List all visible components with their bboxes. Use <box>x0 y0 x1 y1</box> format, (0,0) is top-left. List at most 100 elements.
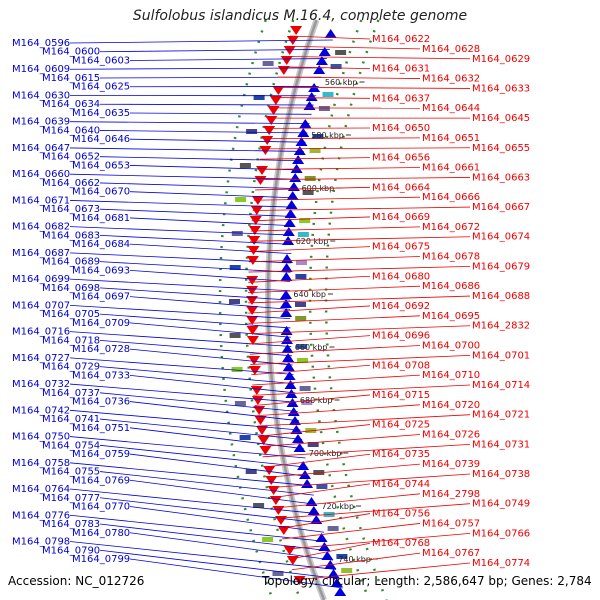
left-gene-label: M164_0754 <box>42 440 100 451</box>
left-gene-label: M164_0635 <box>72 108 130 119</box>
left-gene-label: M164_0750 <box>12 432 70 443</box>
left-gene-label: M164_0681 <box>72 213 130 224</box>
forward-gene-arrow <box>318 47 331 56</box>
left-gene-label: M164_0780 <box>72 528 130 539</box>
left-gene-label: M164_0737 <box>42 388 100 399</box>
kbp-tick-label: 660 kbp <box>295 343 328 352</box>
left-gene-label: M164_0673 <box>42 204 100 215</box>
right-gene-label: M164_0669 <box>372 212 430 223</box>
right-leader-line <box>248 285 421 294</box>
forward-gene-arrow <box>305 92 318 101</box>
left-gene-label: M164_0634 <box>42 99 100 110</box>
right-leader-line <box>274 86 471 89</box>
reverse-gene-arrow <box>254 176 267 185</box>
left-gene-label: M164_0699 <box>12 274 70 285</box>
left-gene-label: M164_0639 <box>12 117 70 128</box>
left-leader-line <box>69 147 304 152</box>
right-gene-label: M164_0629 <box>472 54 530 65</box>
right-gene-label: M164_0631 <box>372 64 430 75</box>
inner-feature-block <box>336 554 348 559</box>
left-leader-line <box>99 103 314 106</box>
right-gene-label: M164_0738 <box>472 469 530 480</box>
reverse-gene-arrow <box>246 326 259 335</box>
reverse-gene-arrow <box>246 306 259 315</box>
genome-backbone <box>266 19 326 600</box>
left-gene-label: M164_0705 <box>42 309 100 320</box>
right-gene-label: M164_0700 <box>422 340 480 351</box>
reverse-gene-arrow <box>256 166 268 175</box>
left-leader-line <box>129 401 300 422</box>
right-leader-line <box>247 295 471 304</box>
right-gene-label: M164_0749 <box>472 499 530 510</box>
right-leader-line <box>248 265 471 273</box>
left-leader-line <box>69 488 319 515</box>
right-gene-label: M164_0766 <box>472 528 530 539</box>
left-gene-label: M164_0653 <box>72 160 130 171</box>
right-leader-line <box>253 384 471 396</box>
right-leader-line <box>261 147 471 150</box>
right-leader-line <box>251 216 371 222</box>
reverse-gene-arrow <box>265 476 278 485</box>
left-gene-label: M164_0670 <box>72 187 130 198</box>
left-leader-line <box>99 313 291 329</box>
kbp-tick-label: 580 kbp <box>311 131 344 140</box>
outer-feature-block <box>231 367 243 372</box>
left-leader-line <box>129 322 291 338</box>
inner-feature-block <box>309 148 321 153</box>
left-gene-label: M164_0769 <box>72 475 130 486</box>
left-leader-line <box>69 278 291 292</box>
forward-gene-arrow <box>280 272 293 281</box>
kbp-tick-label: 640 kbp <box>293 290 326 299</box>
left-leader-line <box>129 269 291 282</box>
left-gene-label: M164_0732 <box>12 379 70 390</box>
forward-gene-arrow <box>281 254 293 263</box>
right-leader-line <box>253 196 421 201</box>
left-leader-line <box>99 366 295 385</box>
left-gene-label: M164_0759 <box>72 449 130 460</box>
left-leader-line <box>99 48 330 53</box>
kbp-tick-label: 560 kbp <box>325 78 358 87</box>
right-gene-label: M164_0637 <box>372 93 430 104</box>
left-gene-label: M164_0609 <box>12 64 70 75</box>
left-gene-label: M164_0684 <box>72 239 130 250</box>
left-gene-label: M164_0758 <box>12 458 70 469</box>
accession-text: Accession: NC_012726 <box>8 574 145 588</box>
forward-gene-arrow <box>280 263 293 272</box>
right-leader-line <box>258 424 371 437</box>
left-leader-line <box>99 130 308 134</box>
left-leader-line <box>69 462 312 487</box>
left-leader-line <box>69 514 327 542</box>
right-leader-line <box>251 364 371 376</box>
right-leader-line <box>254 394 371 406</box>
reverse-gene-arrow <box>263 126 276 135</box>
forward-gene-arrow <box>334 587 347 596</box>
left-gene-label: M164_0600 <box>42 47 100 58</box>
inner-feature-block <box>318 106 330 111</box>
left-gene-label: M164_0660 <box>12 169 70 180</box>
left-gene-label: M164_0709 <box>72 318 130 329</box>
left-gene-label: M164_0716 <box>12 327 70 338</box>
right-gene-label: M164_0708 <box>372 360 430 371</box>
reverse-gene-arrow <box>272 86 285 95</box>
right-gene-label: M164_0633 <box>472 83 530 94</box>
right-gene-label: M164_0667 <box>472 202 530 213</box>
right-leader-line <box>282 523 421 540</box>
left-leader-line <box>69 67 324 70</box>
forward-gene-arrow <box>292 434 304 443</box>
forward-gene-arrow <box>290 164 303 173</box>
reverse-gene-arrow <box>277 66 290 75</box>
left-leader-line <box>99 208 295 217</box>
left-leader-line <box>69 331 292 347</box>
right-gene-label: M164_0656 <box>372 153 430 164</box>
left-gene-label: M164_0742 <box>12 405 70 416</box>
reverse-gene-arrow <box>263 466 276 475</box>
outer-feature-block <box>234 401 246 406</box>
left-gene-label: M164_0727 <box>12 353 70 364</box>
left-gene-label: M164_0799 <box>72 554 130 565</box>
right-leader-line <box>248 325 471 335</box>
reverse-gene-arrow <box>254 416 267 425</box>
outer-feature-block <box>246 129 258 134</box>
left-leader-line <box>129 374 296 394</box>
right-leader-line <box>249 345 421 355</box>
kbp-tick-label: 620 kbp <box>296 237 329 246</box>
